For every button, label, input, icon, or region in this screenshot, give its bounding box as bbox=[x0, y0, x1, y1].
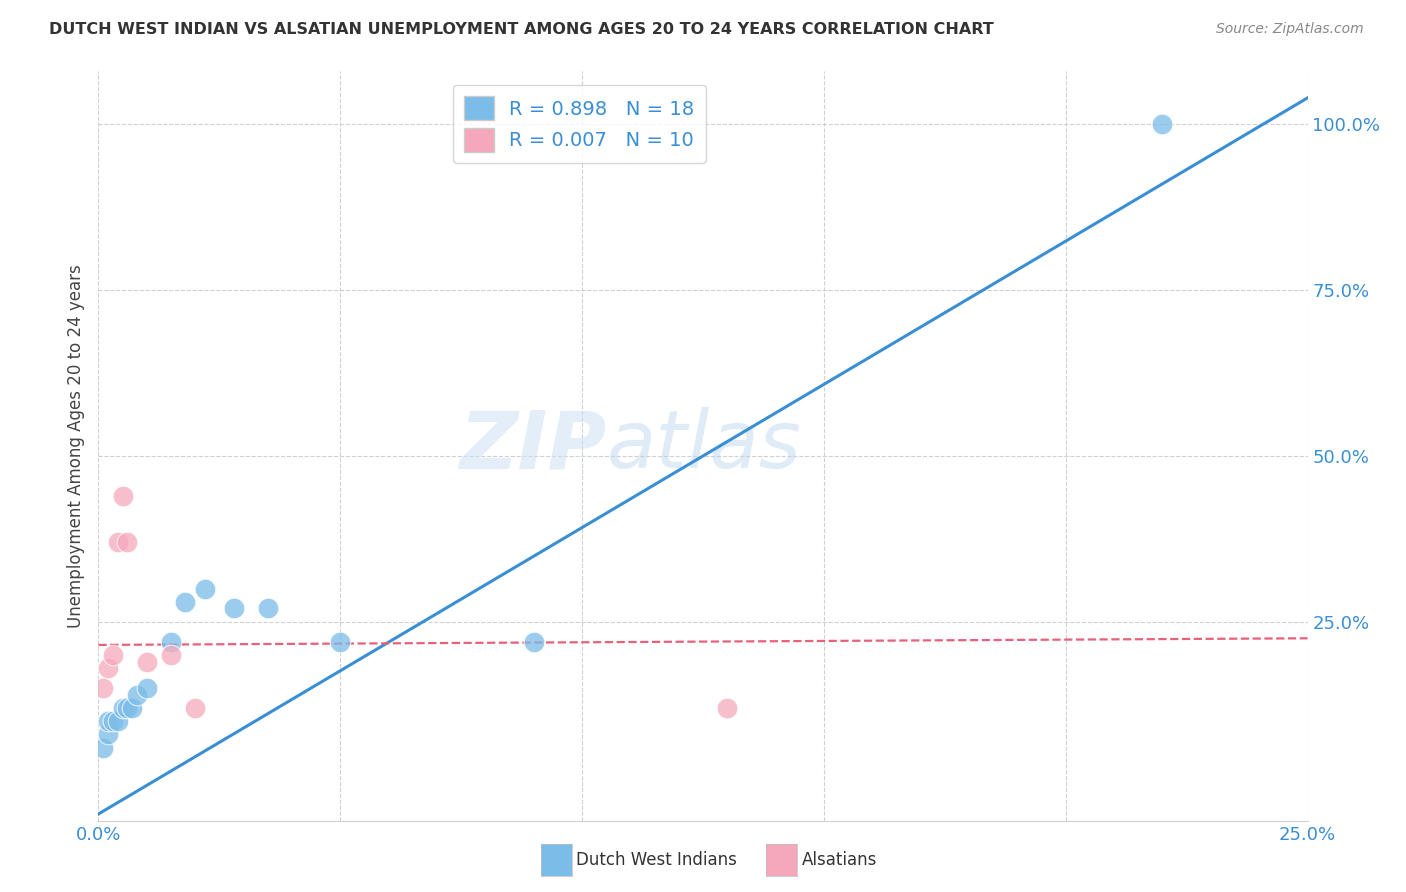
Point bbox=[194, 582, 217, 596]
Point bbox=[97, 727, 120, 741]
Legend: R = 0.898   N = 18, R = 0.007   N = 10: R = 0.898 N = 18, R = 0.007 N = 10 bbox=[453, 85, 706, 163]
Text: atlas: atlas bbox=[606, 407, 801, 485]
Point bbox=[1152, 117, 1174, 131]
Point bbox=[107, 714, 129, 728]
Point bbox=[101, 714, 124, 728]
Point bbox=[101, 648, 124, 662]
Point bbox=[91, 740, 114, 755]
Point bbox=[127, 688, 149, 702]
Point bbox=[184, 701, 207, 715]
Text: Alsatians: Alsatians bbox=[801, 851, 877, 869]
Point bbox=[256, 601, 278, 615]
Point bbox=[160, 634, 183, 648]
Point bbox=[329, 634, 352, 648]
Point bbox=[91, 681, 114, 695]
Point bbox=[97, 714, 120, 728]
Text: ZIP: ZIP bbox=[458, 407, 606, 485]
Point bbox=[97, 661, 120, 675]
Text: Dutch West Indians: Dutch West Indians bbox=[576, 851, 737, 869]
Point bbox=[160, 648, 183, 662]
Point bbox=[174, 595, 197, 609]
Point bbox=[135, 655, 157, 669]
Text: DUTCH WEST INDIAN VS ALSATIAN UNEMPLOYMENT AMONG AGES 20 TO 24 YEARS CORRELATION: DUTCH WEST INDIAN VS ALSATIAN UNEMPLOYME… bbox=[49, 22, 994, 37]
Point bbox=[222, 601, 245, 615]
Point bbox=[117, 535, 139, 549]
Point bbox=[523, 634, 546, 648]
Point bbox=[111, 489, 134, 503]
Point bbox=[117, 701, 139, 715]
Point bbox=[121, 701, 143, 715]
Point bbox=[111, 701, 134, 715]
Y-axis label: Unemployment Among Ages 20 to 24 years: Unemployment Among Ages 20 to 24 years bbox=[66, 264, 84, 628]
Point bbox=[135, 681, 157, 695]
Point bbox=[716, 701, 738, 715]
Point bbox=[107, 535, 129, 549]
Text: Source: ZipAtlas.com: Source: ZipAtlas.com bbox=[1216, 22, 1364, 37]
